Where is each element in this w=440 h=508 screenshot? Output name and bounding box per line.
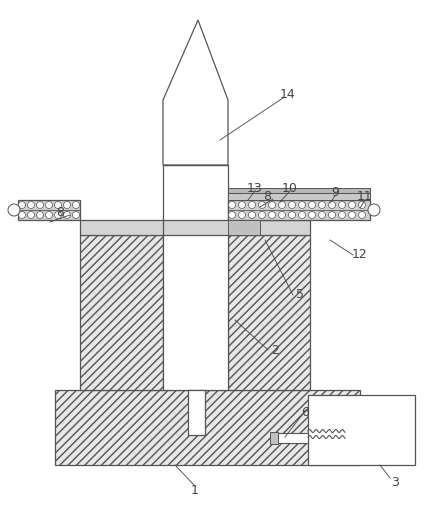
Circle shape bbox=[348, 202, 356, 208]
Bar bbox=[228, 188, 370, 193]
Text: 3: 3 bbox=[391, 475, 399, 489]
Circle shape bbox=[359, 211, 366, 218]
Circle shape bbox=[45, 202, 52, 208]
Circle shape bbox=[228, 211, 235, 218]
Bar bbox=[228, 200, 370, 220]
Circle shape bbox=[28, 202, 34, 208]
Circle shape bbox=[28, 211, 34, 218]
Bar bbox=[18, 200, 80, 220]
Bar bbox=[80, 235, 163, 390]
Circle shape bbox=[73, 202, 80, 208]
Circle shape bbox=[37, 211, 44, 218]
Text: 8: 8 bbox=[263, 189, 271, 203]
Circle shape bbox=[308, 202, 315, 208]
Circle shape bbox=[359, 202, 366, 208]
Bar bbox=[228, 220, 260, 235]
Circle shape bbox=[63, 202, 70, 208]
Bar bbox=[308, 395, 415, 465]
Circle shape bbox=[259, 202, 265, 208]
Circle shape bbox=[259, 211, 265, 218]
Circle shape bbox=[238, 202, 246, 208]
Circle shape bbox=[348, 211, 356, 218]
Circle shape bbox=[55, 202, 62, 208]
Circle shape bbox=[308, 211, 315, 218]
Text: 6: 6 bbox=[301, 405, 309, 419]
Circle shape bbox=[249, 211, 256, 218]
Text: 13: 13 bbox=[247, 181, 263, 195]
Bar bbox=[55, 390, 360, 465]
Bar bbox=[228, 193, 370, 200]
Circle shape bbox=[298, 211, 305, 218]
Bar bbox=[80, 220, 310, 235]
Circle shape bbox=[45, 211, 52, 218]
Circle shape bbox=[368, 204, 380, 216]
Circle shape bbox=[228, 202, 235, 208]
Circle shape bbox=[238, 211, 246, 218]
Bar bbox=[188, 390, 205, 435]
Circle shape bbox=[329, 211, 335, 218]
Text: 5: 5 bbox=[296, 289, 304, 302]
Circle shape bbox=[289, 202, 296, 208]
Circle shape bbox=[55, 211, 62, 218]
Circle shape bbox=[329, 202, 335, 208]
Text: 9: 9 bbox=[331, 185, 339, 199]
Circle shape bbox=[73, 211, 80, 218]
Circle shape bbox=[268, 202, 275, 208]
Bar bbox=[163, 165, 228, 390]
Text: 10: 10 bbox=[282, 181, 298, 195]
Circle shape bbox=[18, 202, 26, 208]
Circle shape bbox=[298, 202, 305, 208]
Circle shape bbox=[289, 211, 296, 218]
Polygon shape bbox=[163, 20, 228, 165]
Bar bbox=[275, 433, 308, 443]
Circle shape bbox=[338, 202, 345, 208]
Circle shape bbox=[279, 211, 286, 218]
Text: 12: 12 bbox=[352, 248, 368, 262]
Circle shape bbox=[37, 202, 44, 208]
Circle shape bbox=[338, 211, 345, 218]
Text: 2: 2 bbox=[271, 343, 279, 357]
Text: 11: 11 bbox=[357, 190, 373, 204]
Bar bbox=[270, 432, 278, 444]
Circle shape bbox=[268, 211, 275, 218]
Text: 8: 8 bbox=[56, 206, 64, 218]
Text: 1: 1 bbox=[191, 484, 199, 496]
Circle shape bbox=[18, 211, 26, 218]
Circle shape bbox=[63, 211, 70, 218]
Bar bbox=[228, 235, 310, 390]
Circle shape bbox=[249, 202, 256, 208]
Circle shape bbox=[8, 204, 20, 216]
Text: 14: 14 bbox=[280, 88, 296, 102]
Circle shape bbox=[319, 202, 326, 208]
Circle shape bbox=[319, 211, 326, 218]
Circle shape bbox=[279, 202, 286, 208]
